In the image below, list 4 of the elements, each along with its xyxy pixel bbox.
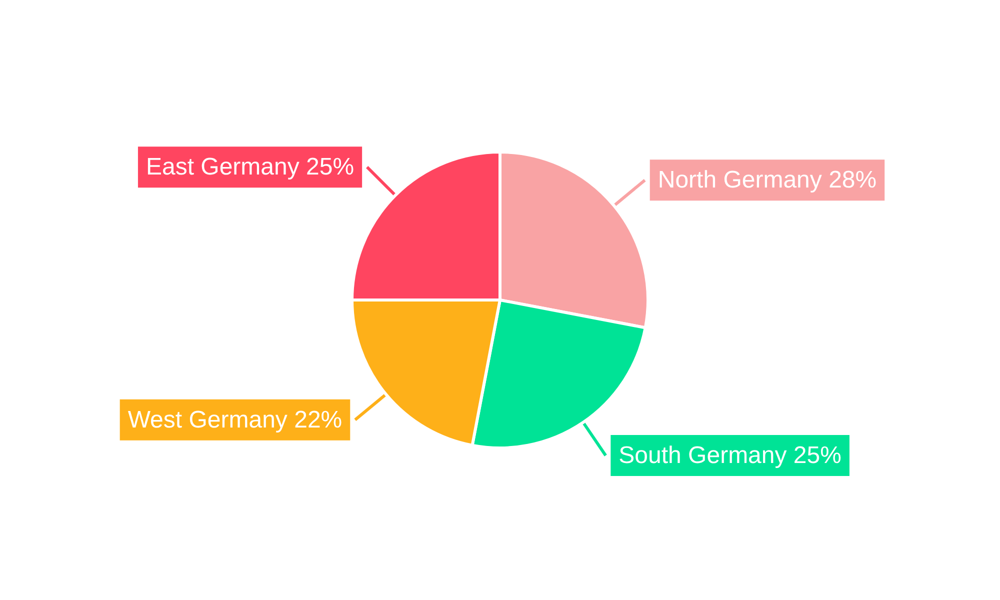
slice-label: North Germany 28% xyxy=(658,166,877,194)
slice-label: West Germany 22% xyxy=(128,406,342,434)
slice-label: South Germany 25% xyxy=(618,442,842,469)
slice-label: East Germany 25% xyxy=(146,154,354,181)
